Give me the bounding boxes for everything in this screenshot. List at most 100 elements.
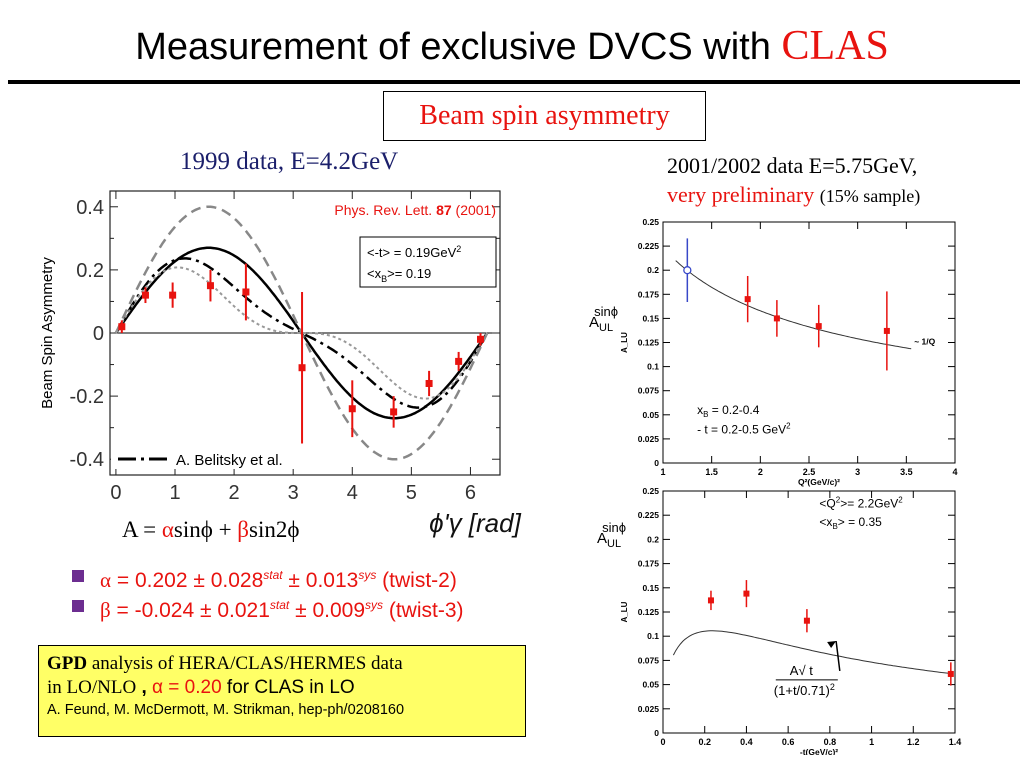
right-subtitle-line2: very preliminary (15% sample) xyxy=(667,182,920,208)
result-list: α = 0.202 ± 0.028stat ± 0.013sys (twist-… xyxy=(72,560,464,622)
den-sup: 2 xyxy=(830,682,835,692)
arrow-shaft xyxy=(835,640,841,672)
right-subtitle-line1: 2001/2002 data E=5.75GeV, xyxy=(667,153,918,178)
bullet-square-icon xyxy=(72,570,84,582)
x-tick-label: 0 xyxy=(110,482,121,504)
alpha-symbol: α xyxy=(100,568,112,592)
annotation-q2: <Q2>= 2.2GeV2 xyxy=(819,496,903,511)
kinematics-x: <xB>= 0.19 xyxy=(367,266,431,284)
a-sup: sinϕ xyxy=(602,520,626,535)
t-sup: 2 xyxy=(456,244,461,254)
x-tick-label: 3 xyxy=(855,467,860,477)
x-tick-label: 2 xyxy=(758,467,763,477)
data-point xyxy=(390,408,398,416)
data-point xyxy=(169,291,177,299)
x-tick-label: 1.2 xyxy=(907,737,920,747)
y-tick-label: 0.2 xyxy=(647,534,659,544)
legend-label: A. Belitsky et al. xyxy=(176,452,283,469)
formula-mid: sinϕ + xyxy=(173,517,238,542)
y-axis-small-label: A_LU xyxy=(620,332,629,353)
x-axis-label: ϕ'γ [rad] xyxy=(429,508,521,538)
value-text: = -0.024 ± 0.021 xyxy=(110,599,270,622)
y-tick-label: 0.25 xyxy=(642,486,659,496)
x-axis-label: -t(GeV/c)² xyxy=(800,747,838,755)
value-text: ± 0.009 xyxy=(289,599,366,622)
beta-symbol: β xyxy=(100,598,111,622)
gpd-line1-text: analysis of HERA/CLAS/HERMES data xyxy=(87,653,403,674)
preliminary-label: very preliminary xyxy=(667,182,815,207)
data-point xyxy=(348,405,356,413)
stat-label: stat xyxy=(269,598,290,612)
formula-alpha: α xyxy=(161,517,174,542)
x-tick-label: 0.8 xyxy=(824,737,837,747)
list-item: β = -0.024 ± 0.021stat ± 0.009sys (twist… xyxy=(72,590,464,622)
y-tick-label: 0.025 xyxy=(638,434,660,444)
q2-post: >= 2.2GeV xyxy=(840,497,898,511)
x-tick-label: 1 xyxy=(869,737,874,747)
x-tick-label: 5 xyxy=(406,482,417,504)
a-main: A xyxy=(597,530,607,547)
data-point xyxy=(141,291,149,299)
data-point xyxy=(425,379,433,387)
page-title: Measurement of exclusive DVCS with CLAS xyxy=(0,22,1024,70)
xb-post: = 0.2-0.4 xyxy=(708,403,759,417)
reference-prefix: Phys. Rev. Lett. xyxy=(334,202,436,218)
fit-formula: A = αsinϕ + βsin2ϕ xyxy=(122,517,299,543)
y-tick-label: 0.075 xyxy=(638,655,660,665)
y-tick-label: -0.4 xyxy=(70,449,104,471)
data-point-open xyxy=(683,266,692,275)
data-point xyxy=(947,670,954,677)
twist-label: (twist-2) xyxy=(376,569,457,592)
y-tick-label: 0 xyxy=(93,323,104,345)
y-tick-label: 0.225 xyxy=(638,241,660,251)
y-tick-label: 0.175 xyxy=(638,289,660,299)
x-axis-label: Q²(GeV/c)² xyxy=(798,477,840,487)
gpd-order-text: in LO/NLO xyxy=(47,677,137,698)
y-tick-label: -0.2 xyxy=(70,386,104,408)
xb-post: > = 0.35 xyxy=(838,515,882,529)
y-tick-label: 0.225 xyxy=(638,510,660,520)
x-tick-label: 2.5 xyxy=(803,467,816,477)
data-point xyxy=(744,296,751,303)
gpd-comma: , xyxy=(136,677,153,698)
data-point xyxy=(883,327,890,334)
right-top-chart: 0 0.025 0.05 0.075 0.1 0.125 0.15 0.175 0.2 0.225… xyxy=(589,217,958,487)
gpd-bold: GPD xyxy=(47,653,88,674)
x-tick-label: 0.4 xyxy=(740,737,753,747)
y-tick-label: 0.1 xyxy=(647,362,659,372)
xb-sub: B xyxy=(832,522,837,531)
data-point xyxy=(707,597,714,604)
x-tick-label: 0.2 xyxy=(698,737,711,747)
y-tick-label: 0.1 xyxy=(647,631,659,641)
data-point xyxy=(298,364,306,372)
left-chart: 0 1 2 3 4 5 6 0.4 0.2 0 -0.2 -0.4 Beam Spin Asymmetr… xyxy=(39,190,522,538)
y-axis-label: Beam Spin Asymmetry xyxy=(39,257,56,409)
data-point xyxy=(477,335,484,343)
x-tick-label: 1.4 xyxy=(949,737,962,747)
gpd-line2-tail: for CLAS in LO xyxy=(221,677,355,698)
x-tick-label: 1 xyxy=(660,467,665,477)
y-tick-label: 0.2 xyxy=(647,265,659,275)
gpd-citation: A. Feund, M. McDermott, M. Strikman, hep… xyxy=(47,702,405,718)
xb-pre: x xyxy=(697,403,703,417)
x-tick-label: 0.6 xyxy=(782,737,795,747)
y-tick-label: 0.2 xyxy=(76,260,104,282)
y-tick-label: 0.4 xyxy=(76,197,104,219)
x-tick-label: 1 xyxy=(169,482,180,504)
data-point xyxy=(242,288,250,296)
t-sup: 2 xyxy=(786,421,791,430)
formula-denominator: (1+t/0.71)2 xyxy=(774,682,835,698)
reference-year: (2001) xyxy=(452,202,496,218)
a-sub: UL xyxy=(599,322,613,334)
y-tick-label: 0.025 xyxy=(638,704,660,714)
annotation-xb: xB = 0.2-0.4 xyxy=(697,403,760,419)
legend-bg xyxy=(111,447,301,469)
arrow-head-icon xyxy=(827,641,837,649)
list-item: α = 0.202 ± 0.028stat ± 0.013sys (twist-… xyxy=(72,560,464,592)
y-tick-label: 0.15 xyxy=(642,583,659,593)
fit-curve xyxy=(672,630,951,675)
right-bottom-chart: 0 0.025 0.05 0.075 0.1 0.125 0.15 0.175 0.2 0.225… xyxy=(597,486,962,755)
annotation-xb: <xB> = 0.35 xyxy=(819,515,882,531)
title-accent: CLAS xyxy=(781,23,889,69)
a-sup: sinϕ xyxy=(594,304,618,319)
